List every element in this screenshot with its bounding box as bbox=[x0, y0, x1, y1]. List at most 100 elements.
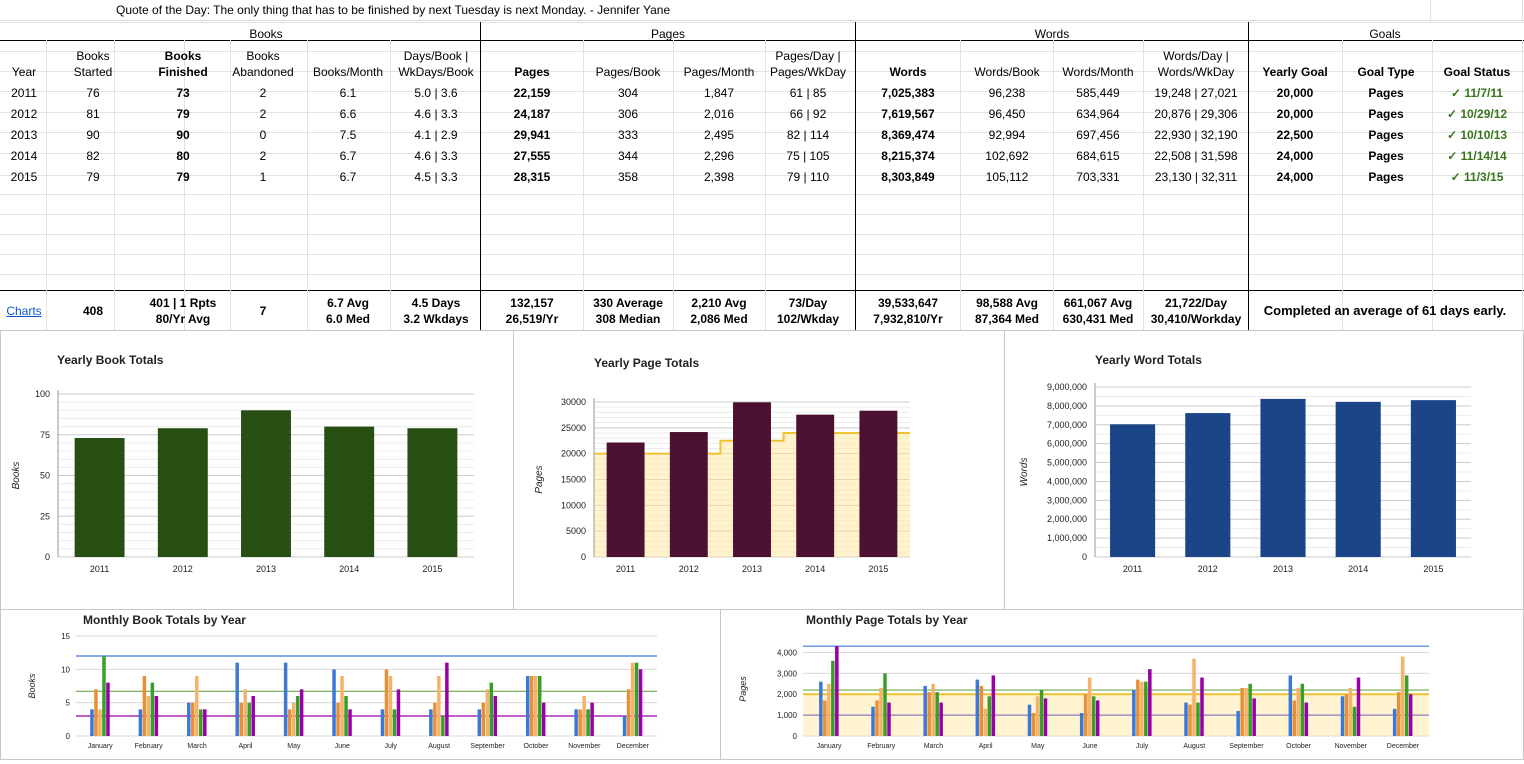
cell-finished: 79 bbox=[176, 170, 190, 184]
col-line bbox=[855, 22, 856, 330]
cell-ppm: 2,398 bbox=[703, 170, 735, 184]
col-line bbox=[184, 40, 185, 330]
cell-goal: 20,000 bbox=[1276, 86, 1314, 100]
cell-pages: 29,941 bbox=[513, 128, 551, 142]
chart-title: Monthly Book Totals by Year bbox=[83, 613, 246, 627]
bar bbox=[1288, 675, 1293, 736]
bar bbox=[1027, 704, 1032, 736]
cell-dpb: 4.1 | 2.9 bbox=[414, 128, 458, 142]
bar bbox=[348, 709, 352, 736]
cell-finished: 79 bbox=[176, 107, 190, 121]
cell-finished: 90 bbox=[176, 128, 190, 142]
y-axis-label: Pages bbox=[738, 676, 748, 702]
x-tick-label: April bbox=[238, 743, 252, 750]
y-tick-label: 1,000 bbox=[777, 711, 798, 720]
bar bbox=[445, 662, 449, 736]
bar bbox=[1144, 681, 1148, 736]
header-year: Year bbox=[11, 65, 37, 79]
cell-wpb: 102,692 bbox=[985, 149, 1029, 163]
bar bbox=[407, 428, 458, 557]
col-line bbox=[46, 40, 47, 330]
bar bbox=[481, 702, 486, 736]
cell-status: ✓ 10/10/13 bbox=[1446, 128, 1508, 142]
row-line bbox=[0, 194, 1524, 195]
col-line bbox=[230, 40, 231, 330]
header-status: Goal Status bbox=[1443, 65, 1511, 79]
y-tick-label: 4,000 bbox=[777, 648, 798, 657]
x-tick-label: June bbox=[335, 743, 350, 750]
x-tick-label: 2014 bbox=[339, 564, 359, 574]
row-line bbox=[0, 254, 1524, 255]
y-axis-label: Books bbox=[27, 673, 37, 699]
cell-finished: 80 bbox=[176, 149, 190, 163]
bar bbox=[154, 696, 159, 736]
bar bbox=[1087, 677, 1092, 736]
bar bbox=[1356, 677, 1361, 736]
col-line bbox=[1053, 40, 1054, 330]
group-goals: Goals bbox=[1369, 27, 1401, 41]
cell-ppb: 358 bbox=[617, 170, 639, 184]
header-pages: Pages bbox=[514, 65, 550, 79]
cell-ppm: 2,495 bbox=[703, 128, 735, 142]
bar bbox=[574, 709, 578, 736]
cell-ppm: 2,296 bbox=[703, 149, 735, 163]
bar bbox=[324, 426, 375, 557]
bar bbox=[291, 702, 296, 736]
cell-wpb: 96,450 bbox=[988, 107, 1026, 121]
bar bbox=[634, 662, 639, 736]
cell-ppd: 82 | 114 bbox=[786, 128, 830, 142]
col-line bbox=[1522, 40, 1523, 330]
col-line bbox=[1342, 40, 1343, 330]
cell-abandoned: 2 bbox=[259, 149, 267, 163]
bar bbox=[1148, 669, 1152, 736]
cell-words: 8,215,374 bbox=[881, 149, 935, 163]
bar bbox=[819, 681, 823, 736]
bar bbox=[1136, 679, 1140, 736]
total-bpm: 6.7 Avg bbox=[327, 296, 369, 310]
cell-gtype: Pages bbox=[1368, 86, 1404, 100]
chart-panel-monthly-pages: Monthly Page Totals by Year Pages 0 1,000 2,… bbox=[720, 609, 1524, 760]
bar bbox=[1260, 398, 1306, 557]
bar bbox=[1352, 706, 1357, 736]
cell-started: 76 bbox=[86, 86, 100, 100]
bar bbox=[1408, 694, 1413, 736]
bar bbox=[1236, 710, 1240, 736]
cell-wpd: 22,930 | 32,190 bbox=[1154, 128, 1238, 142]
row-line bbox=[0, 274, 1524, 275]
bar bbox=[1244, 687, 1248, 736]
cell-year: 2011 bbox=[11, 86, 37, 100]
bar bbox=[489, 682, 494, 736]
y-tick-label: 5 bbox=[66, 699, 71, 708]
row-line bbox=[0, 40, 1524, 41]
bar bbox=[1095, 700, 1100, 736]
col-line bbox=[1432, 40, 1433, 330]
x-tick-label: 2012 bbox=[173, 564, 193, 574]
bar bbox=[336, 702, 340, 736]
cell-status: ✓ 10/29/12 bbox=[1446, 107, 1508, 121]
bar bbox=[979, 685, 984, 736]
y-tick-label: 4,000,000 bbox=[1047, 476, 1087, 486]
cell-wpd: 23,130 | 32,311 bbox=[1154, 170, 1238, 184]
bar bbox=[243, 689, 247, 736]
y-axis-label: Pages bbox=[534, 465, 545, 493]
x-tick-label: January bbox=[817, 743, 842, 750]
y-tick-label: 20000 bbox=[561, 449, 586, 459]
header-finished: Finished bbox=[158, 65, 208, 79]
bar bbox=[1184, 702, 1188, 736]
y-tick-label: 1,000,000 bbox=[1047, 533, 1087, 543]
bar bbox=[835, 646, 839, 736]
charts-link[interactable]: Charts bbox=[6, 304, 42, 318]
bar bbox=[1043, 698, 1048, 736]
cell-dpb: 4.6 | 3.3 bbox=[414, 107, 458, 121]
chart-title: Yearly Page Totals bbox=[594, 356, 699, 370]
cell-wpb: 96,238 bbox=[988, 86, 1026, 100]
bar bbox=[138, 709, 143, 736]
y-tick-label: 10 bbox=[61, 665, 70, 674]
bar bbox=[1348, 687, 1353, 736]
cell-wpd: 22,508 | 31,598 bbox=[1154, 149, 1238, 163]
cell-status: ✓ 11/14/14 bbox=[1447, 149, 1507, 163]
total-started: 408 bbox=[82, 304, 104, 318]
bar bbox=[388, 676, 393, 736]
bar bbox=[975, 679, 980, 736]
bar bbox=[146, 696, 151, 736]
